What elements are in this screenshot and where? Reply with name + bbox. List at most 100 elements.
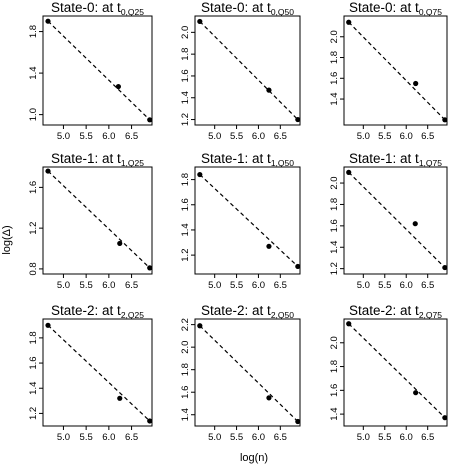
y-tick-label: 1.4	[180, 91, 191, 104]
y-tick-label: 1.2	[180, 113, 191, 126]
x-tick-label: 6.5	[125, 131, 138, 142]
x-tick-label: 5.0	[208, 432, 221, 443]
panel-1: State-0: at t0,Q50 5.0 5.5 6.0 6.5 1.2 1.4 1.6 1…	[180, 0, 301, 142]
y-tick-label: 1.6	[28, 181, 39, 194]
y-tick-label: 1.4	[28, 66, 39, 79]
x-tick-label: 6.0	[102, 432, 115, 443]
data-point	[442, 117, 448, 123]
x-tick-label: 5.0	[208, 280, 221, 291]
y-tick-label: 2.0	[329, 176, 340, 189]
data-point	[115, 83, 121, 90]
y-tick-label: 1.4	[28, 382, 39, 395]
data-point	[442, 415, 448, 421]
y-tick-label: 1.6	[329, 72, 340, 85]
data-point	[413, 80, 419, 87]
x-tick-label: 5.5	[80, 131, 93, 142]
panel-title: State-0: at t0,Q50	[201, 0, 294, 17]
trend-line	[199, 325, 299, 422]
data-point	[442, 264, 448, 271]
trend-line	[47, 324, 151, 422]
data-point	[266, 243, 272, 249]
plot-frame	[343, 166, 448, 275]
trend-line	[348, 21, 446, 121]
y-tick-label: 1.8	[28, 331, 39, 344]
x-tick-label: 5.0	[57, 131, 70, 142]
y-tick-label: 1.6	[329, 384, 340, 397]
plot-frame	[343, 318, 448, 427]
data-point	[45, 168, 51, 174]
data-point	[197, 171, 203, 178]
panel-title: State-2: at t2,Q25	[51, 303, 144, 320]
x-tick-label: 6.5	[421, 432, 434, 443]
x-tick-label: 6.0	[252, 432, 265, 443]
y-tick-label: 1.8	[329, 198, 340, 211]
trend-line	[348, 171, 446, 269]
data-point	[266, 395, 272, 401]
x-tick-label: 5.5	[80, 432, 93, 443]
data-point	[346, 19, 352, 25]
data-point	[346, 321, 352, 327]
plot-frame	[42, 15, 153, 126]
plot-frame	[42, 318, 153, 427]
trend-line	[47, 20, 151, 121]
panel-4: State-1: at t1,Q50 5.0 5.5 6.0 6.5 1.2 1.4 1.6 1…	[180, 151, 301, 291]
x-tick-label: 6.0	[400, 280, 413, 291]
data-point	[295, 418, 301, 425]
y-tick-label: 2.0	[180, 26, 191, 39]
x-tick-label: 6.0	[400, 131, 413, 142]
y-tick-label: 2.0	[329, 30, 340, 43]
data-point	[45, 18, 51, 24]
x-tick-label: 5.0	[208, 131, 221, 142]
y-tick-label: 1.2	[28, 222, 39, 235]
x-tick-label: 5.5	[230, 280, 243, 291]
panel-title: State-0: at t0,Q25	[51, 0, 144, 17]
x-tick-label: 5.5	[80, 280, 93, 291]
y-tick-label: 1.4	[180, 408, 191, 421]
panel-title: State-2: at t2,Q75	[349, 303, 442, 320]
panel-0: State-0: at t0,Q25 5.0 5.5 6.0 6.5 1.0 1.4 1.8	[28, 0, 153, 142]
panel-8: State-2: at t2,Q75 5.0 5.5 6.0 6.5 1.4 1.6 1.8 2…	[329, 303, 448, 443]
x-tick-label: 5.5	[378, 432, 391, 443]
data-point	[117, 240, 123, 247]
y-tick-label: 2.2	[180, 318, 191, 331]
figure-xlabel: log(n)	[240, 452, 268, 464]
trend-line	[199, 21, 299, 120]
y-tick-label: 1.2	[329, 262, 340, 275]
y-tick-label: 1.6	[180, 198, 191, 211]
y-tick-label: 1.2	[28, 407, 39, 420]
y-tick-label: 2.0	[329, 336, 340, 349]
y-tick-label: 1.2	[180, 249, 191, 262]
y-tick-label: 1.4	[329, 92, 340, 105]
x-tick-label: 5.0	[357, 432, 370, 443]
panel-title: State-1: at t1,Q75	[349, 151, 442, 168]
data-point	[147, 117, 153, 123]
x-tick-label: 6.0	[252, 131, 265, 142]
panel-title: State-2: at t2,Q50	[201, 303, 294, 320]
x-tick-label: 5.0	[57, 280, 70, 291]
x-tick-label: 6.5	[421, 131, 434, 142]
y-tick-label: 1.4	[329, 241, 340, 254]
data-point	[45, 322, 51, 328]
y-tick-label: 1.8	[180, 48, 191, 61]
trend-line	[348, 323, 446, 419]
plot-frame	[194, 318, 301, 427]
panel-title: State-1: at t1,Q50	[201, 151, 294, 168]
data-point	[117, 395, 123, 401]
plot-frame	[194, 15, 301, 126]
plot-frame	[42, 166, 153, 275]
x-tick-label: 6.0	[102, 280, 115, 291]
x-tick-label: 6.5	[421, 280, 434, 291]
x-tick-label: 5.5	[378, 280, 391, 291]
y-tick-label: 2.0	[180, 341, 191, 354]
x-tick-label: 6.0	[252, 280, 265, 291]
data-point	[412, 221, 418, 227]
data-point	[147, 418, 153, 424]
data-point	[295, 116, 301, 123]
x-tick-label: 5.5	[378, 131, 391, 142]
panel-7: State-2: at t2,Q50 5.0 5.5 6.0 6.5 1.4 1.6 1.8 2…	[180, 303, 301, 443]
y-tick-label: 1.4	[180, 223, 191, 236]
plot-frame	[194, 166, 301, 275]
panel-5: State-1: at t1,Q75 5.0 5.5 6.0 6.5 1.2 1.4 1.6 1…	[329, 151, 448, 291]
